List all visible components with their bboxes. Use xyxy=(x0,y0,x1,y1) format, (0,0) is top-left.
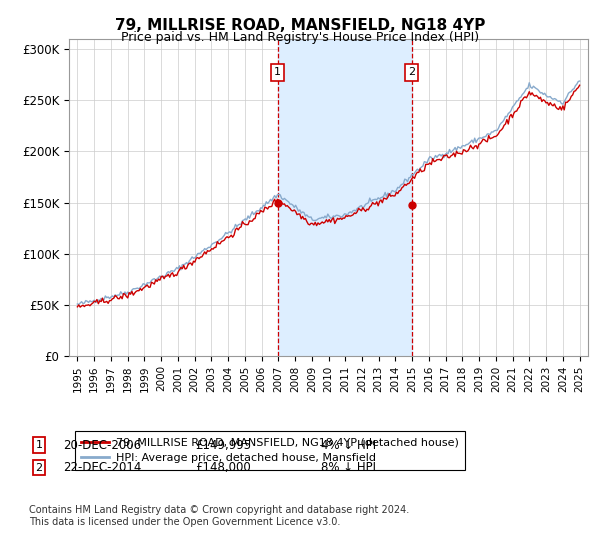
Legend: 79, MILLRISE ROAD, MANSFIELD, NG18 4YP (detached house), HPI: Average price, det: 79, MILLRISE ROAD, MANSFIELD, NG18 4YP (… xyxy=(74,431,465,470)
Text: £148,000: £148,000 xyxy=(195,461,251,474)
Text: 4% ↓ HPI: 4% ↓ HPI xyxy=(321,438,376,452)
Bar xyxy=(278,39,412,356)
Text: 79, MILLRISE ROAD, MANSFIELD, NG18 4YP: 79, MILLRISE ROAD, MANSFIELD, NG18 4YP xyxy=(115,18,485,33)
Text: £149,995: £149,995 xyxy=(195,438,251,452)
Text: 22-DEC-2014: 22-DEC-2014 xyxy=(63,461,142,474)
Text: Price paid vs. HM Land Registry's House Price Index (HPI): Price paid vs. HM Land Registry's House … xyxy=(121,31,479,44)
Text: 20-DEC-2006: 20-DEC-2006 xyxy=(63,438,141,452)
Text: Contains HM Land Registry data © Crown copyright and database right 2024.
This d: Contains HM Land Registry data © Crown c… xyxy=(29,505,409,527)
Text: 2: 2 xyxy=(35,463,43,473)
Text: 1: 1 xyxy=(35,440,43,450)
Text: 1: 1 xyxy=(274,67,281,77)
Text: 8% ↓ HPI: 8% ↓ HPI xyxy=(321,461,376,474)
Text: 2: 2 xyxy=(408,67,415,77)
